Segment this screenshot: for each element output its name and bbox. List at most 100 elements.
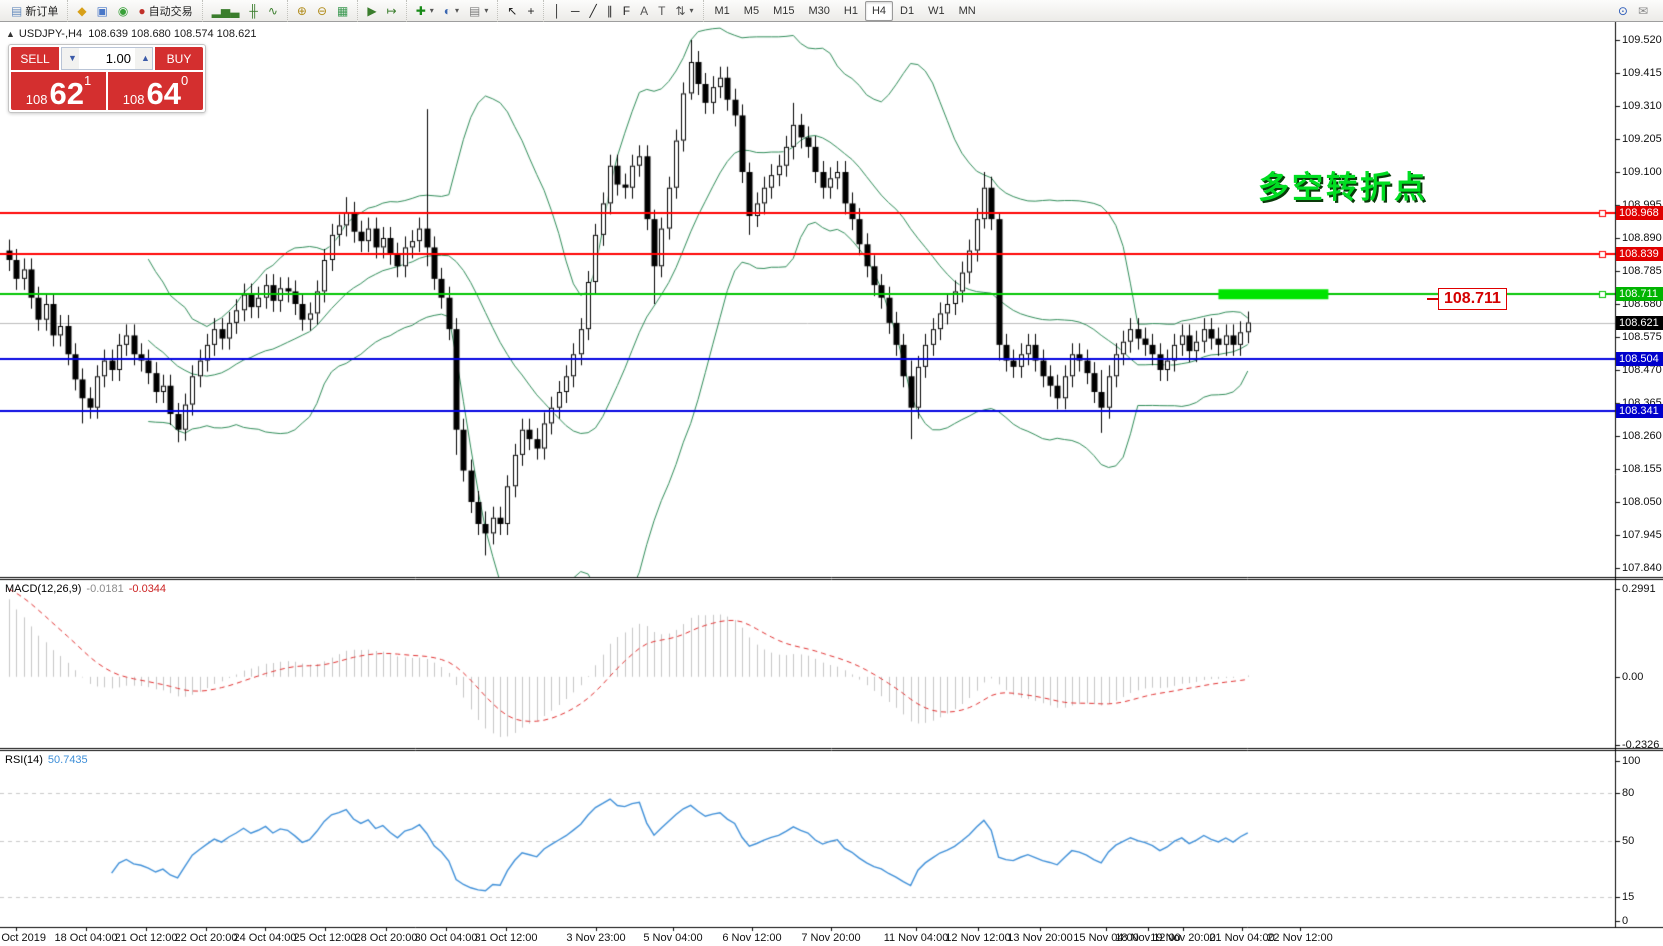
line-chart-button[interactable]: ∿ (263, 1, 283, 21)
timeframe-button-mn[interactable]: MN (952, 1, 983, 21)
timeframe-button-h1[interactable]: H1 (837, 1, 865, 21)
signal-icon: ◉ (117, 3, 129, 18)
rsi-indicator-label: RSI(14) 50.7435 (5, 754, 88, 766)
dropdown-caret-icon[interactable]: ▾ (429, 6, 434, 15)
rsi-axis-tick-label: 50 (1622, 835, 1635, 847)
zoom-out-icon: ⊖ (316, 3, 328, 18)
dropdown-caret-icon[interactable]: ▾ (484, 6, 489, 15)
volume-decrease-button[interactable]: ▼ (62, 48, 79, 69)
volume-input[interactable] (79, 48, 135, 69)
time-axis-label: 24 Oct 04:00 (233, 932, 297, 944)
price-callout-label[interactable]: 108.711 (1438, 288, 1507, 310)
macd-signal-value: -0.0344 (128, 583, 167, 595)
price-level-chip: 108.839 (1616, 247, 1663, 261)
price-axis-tick-label: 108.575 (1622, 331, 1662, 343)
price-axis-tick-label: 108.785 (1622, 265, 1662, 277)
zoom-in-button[interactable]: ⊕ (292, 1, 312, 21)
timeframe-button-m15[interactable]: M15 (766, 1, 801, 21)
signals-icon-button[interactable]: ◉ (113, 1, 133, 21)
time-axis-label: 18 Oct 04:00 (54, 932, 118, 944)
chart-shift-button[interactable]: ↦ (382, 1, 402, 21)
toolbar-group: ↖ + (497, 0, 543, 22)
price-axis-tick-label: 107.945 (1622, 529, 1662, 541)
symbol-ohlc-values: 108.639 108.680 108.574 108.621 (88, 28, 257, 40)
chat-icon: ✉ (1637, 3, 1648, 18)
time-axis-label: 31 Oct 12:00 (474, 932, 538, 944)
line-chart-icon: ∿ (267, 3, 278, 18)
time-axis-label: 25 Oct 12:00 (293, 932, 357, 944)
vertical-line-button[interactable]: │ (548, 1, 566, 21)
toolbar-group: ◆ ▣ ◉ ● 自动交易 (67, 0, 201, 22)
tile-windows-button[interactable]: ▦ (332, 1, 353, 21)
autotrading-button[interactable]: ● 自动交易 (133, 1, 197, 21)
sell-price[interactable]: 108 62 1 (11, 72, 106, 110)
zoom-in-icon: ⊕ (296, 3, 307, 18)
timeframe-button-m30[interactable]: M30 (801, 1, 836, 21)
fibonacci-button[interactable]: F (618, 1, 635, 21)
price-axis-tick-label: 109.205 (1622, 133, 1662, 145)
dropdown-caret-icon[interactable]: ▾ (689, 6, 694, 15)
macd-main-value: -0.0181 (86, 583, 124, 595)
arrows-button[interactable]: ⇅ ▾ (670, 1, 698, 21)
price-level-chip: 108.968 (1616, 206, 1663, 220)
text-label-button[interactable]: T (653, 1, 670, 21)
periods-button[interactable]: ◐ ▾ (439, 1, 464, 21)
crosshair-button[interactable]: + (522, 1, 539, 21)
cursor-button[interactable]: ↖ (502, 1, 522, 21)
dropdown-caret-icon[interactable]: ▾ (455, 6, 460, 15)
buy-price[interactable]: 108 64 0 (108, 72, 203, 110)
trendline-button[interactable]: ╱ (584, 1, 601, 21)
chart-shift-icon: ↦ (386, 3, 397, 18)
data-window-icon-button[interactable]: ▣ (92, 1, 113, 21)
callout-connector (1427, 298, 1438, 300)
new-order-button[interactable]: ▤ 新订单 (6, 1, 63, 21)
buy-button[interactable]: BUY (155, 47, 203, 70)
quotes-icon-button[interactable]: ◆ (72, 1, 91, 21)
crosshair-icon: + (527, 3, 535, 18)
sell-button[interactable]: SELL (11, 47, 59, 70)
volume-increase-button[interactable]: ▲ (135, 48, 152, 69)
timeframe-button-m5[interactable]: M5 (737, 1, 766, 21)
timeframe-button-h4[interactable]: H4 (864, 0, 893, 21)
bar-chart-icon: ▂▅▃ (211, 3, 240, 18)
gold-diamond-icon: ◆ (77, 3, 87, 18)
timeframe-button-d1[interactable]: D1 (893, 1, 921, 21)
time-axis-label: 5 Nov 04:00 (643, 932, 703, 944)
chart-text-annotation[interactable]: 多空转折点 (1258, 170, 1428, 205)
auto-scroll-button[interactable]: ▶ (362, 1, 381, 21)
text-button[interactable]: A (635, 1, 653, 21)
symbol-name: USDJPY-,H4 (18, 28, 83, 40)
indicator-plus-icon: ✚ (415, 3, 426, 18)
horizontal-line-button[interactable]: ─ (566, 1, 585, 21)
time-axis-label: 21 Nov 04:00 (1209, 932, 1275, 944)
text-label-icon: T (658, 3, 666, 18)
autotrading-button-label: 自动交易 (148, 5, 193, 18)
add-indicator-button[interactable]: ✚ ▾ (411, 1, 439, 21)
tile-windows-icon: ▦ (337, 3, 349, 18)
time-axis-label: 28 Oct 20:00 (354, 932, 418, 944)
price-level-chip: 108.621 (1616, 316, 1663, 330)
chart-area: ▲ USDJPY-,H4 108.639 108.680 108.574 108.… (0, 22, 1663, 946)
time-axis-label: 15 Nov 04:00 (1073, 932, 1139, 944)
timeframe-button-m1[interactable]: M1 (708, 1, 737, 21)
timeframe-button-w1[interactable]: W1 (921, 1, 952, 21)
zoom-out-button[interactable]: ⊖ (312, 1, 332, 21)
price-axis-tick-label: 108.155 (1622, 463, 1662, 475)
price-axis-tick-label: 107.840 (1622, 562, 1662, 574)
collapse-arrow-icon[interactable]: ▲ (6, 29, 15, 39)
rsi-axis-tick-label: 80 (1622, 787, 1635, 799)
price-chart-canvas[interactable] (0, 22, 1663, 946)
bar-chart-button[interactable]: ▂▅▃ (207, 1, 245, 21)
text-icon: A (640, 3, 649, 18)
templates-button[interactable]: ▤ ▾ (464, 1, 493, 21)
toolbar: ▤ 新订单 ◆ ▣ ◉ ● 自动交易 ▂▅▃ ╫ ∿ ⊕ ⊖ ▦ ▶ ↦ ✚ ▾ ◐ ▾ ▤ ▾ ↖ + │ ─ ╱ ∥ F A T ⇅ ▾ M… (0, 0, 1663, 22)
search-button[interactable]: ⊙ (1613, 1, 1633, 21)
arrows-icon: ⇅ (675, 3, 686, 18)
equidistant-channel-button[interactable]: ∥ (602, 1, 618, 21)
monitor-icon: ▣ (96, 3, 108, 18)
chat-button[interactable]: ✉ (1633, 1, 1653, 21)
time-axis-label: 7 Nov 20:00 (801, 932, 861, 944)
macd-axis-tick-label: 0.2991 (1622, 583, 1656, 595)
time-axis-label: 16 Oct 2019 (0, 932, 46, 944)
candlestick-chart-button[interactable]: ╫ (244, 1, 263, 21)
